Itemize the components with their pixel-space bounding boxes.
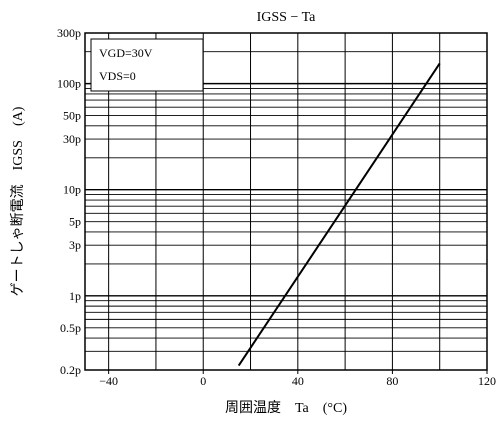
y-tick-label: 10p (63, 183, 81, 197)
y-tick-label: 30p (63, 132, 81, 146)
annotation-box (90, 38, 204, 92)
series-layer (237, 62, 441, 367)
y-axis-label: ゲートしゃ断電流 IGSS (A) (10, 106, 26, 296)
y-tick-label: 100p (57, 77, 81, 91)
y-tick-label: 0.2p (60, 363, 81, 377)
y-tick-label: 0.5p (60, 321, 81, 335)
y-tick-label: 50p (63, 109, 81, 123)
plot-frame (84, 32, 488, 371)
x-axis-label: 周囲温度 Ta (°C) (225, 400, 347, 416)
y-tick-label: 1p (69, 289, 81, 303)
x-tick-label: 40 (292, 374, 304, 388)
y-tick-label: 3p (69, 238, 81, 252)
annotation-vds: VDS=0 (99, 69, 136, 83)
tick-layer: −40 0 40 80 120 0.2p 0.5p 1p 3p 5p 10p 30p 50p 100p 30… (57, 26, 496, 388)
grid-layer (85, 33, 487, 370)
x-tick-label: 80 (386, 374, 398, 388)
chart-title: IGSS − Ta (257, 10, 317, 25)
series-line (237, 62, 441, 367)
x-tick-label: −40 (99, 374, 118, 388)
annotation-vgd: VGD=30V (99, 46, 153, 60)
y-tick-label: 300p (57, 26, 81, 40)
x-tick-label: 120 (478, 374, 496, 388)
y-tick-label: 5p (69, 215, 81, 229)
x-tick-label: 0 (200, 374, 206, 388)
